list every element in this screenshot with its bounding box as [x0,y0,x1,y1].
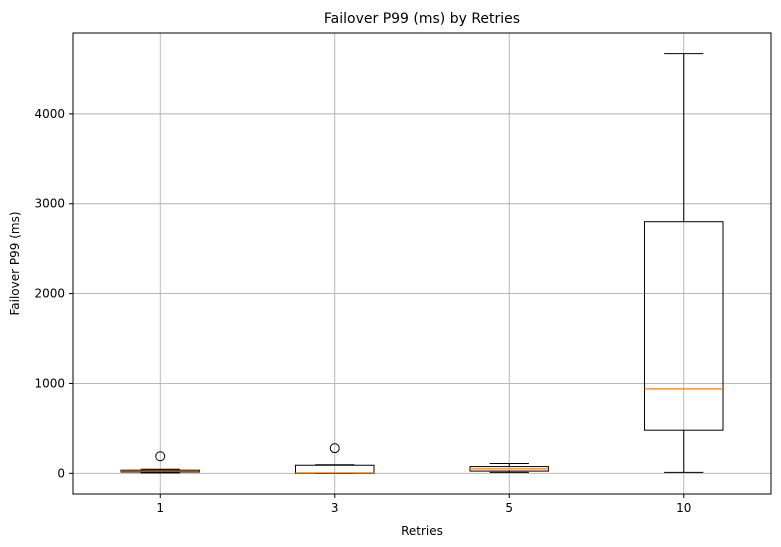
x-tick-label: 3 [331,501,339,515]
outlier-point [329,443,340,454]
x-axis-label: Retries [401,524,443,538]
box-group-1 [120,451,201,474]
box-group-5 [469,462,550,473]
plot-frame [72,32,772,495]
chart-title: Failover P99 (ms) by Retries [324,11,520,27]
y-tick-label: 2000 [34,287,65,301]
x-tick-label: 1 [156,501,164,515]
iqr-box [643,221,724,431]
x-tick-label: 10 [676,501,691,515]
grid-layer [73,33,771,494]
plot-layer [120,53,724,474]
tick-layer: 1 3 5 10 0 1000 2000 3000 4000 [34,107,691,515]
x-tick-label: 5 [505,501,513,515]
outlier-point [155,451,166,462]
box-group-3 [294,443,375,474]
box-group-10 [643,53,724,473]
y-tick-label: 1000 [34,376,65,390]
y-axis-label: Failover P99 (ms) [8,211,22,315]
y-tick-label: 4000 [34,107,65,121]
y-tick-label: 3000 [34,197,65,211]
y-tick-label: 0 [57,466,65,480]
